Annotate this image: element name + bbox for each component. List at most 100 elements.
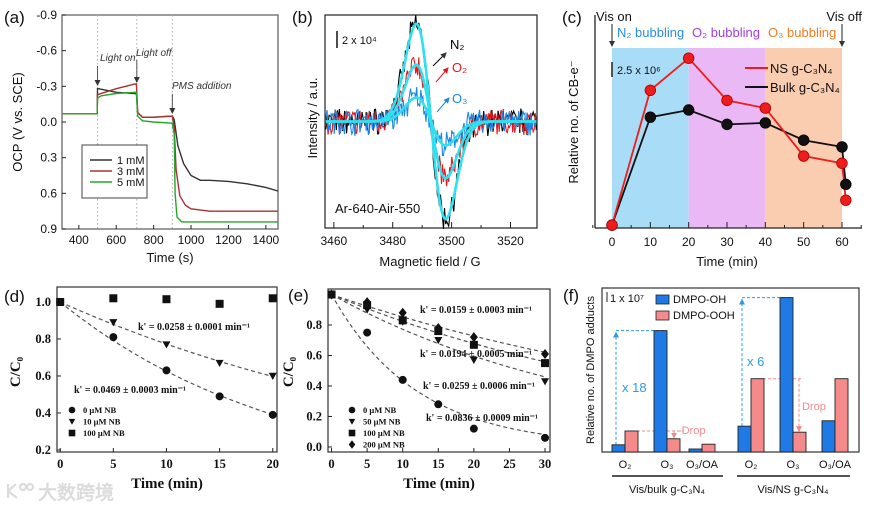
panel-label: (c) [562,8,582,27]
data-point [469,356,478,365]
y-tick-label: 0.6 [35,369,51,383]
legend-label: 200 μM NB [363,440,405,450]
y-tick-label: -0.6 [36,44,57,58]
scale-bar-label: 2 x 10⁴ [342,35,377,47]
legend-label: Bulk g-C₃N₄ [770,80,840,95]
x-tick-label: 400 [69,233,89,247]
watermark: 大数跨境 [6,481,114,504]
data-point [541,433,550,442]
category-label: O₃/OA [686,459,719,471]
bar-dmpo-oh [737,425,752,453]
data-point [109,333,118,342]
data-point [644,111,657,123]
data-point [109,319,118,327]
legend-label: DMPO-OOH [673,310,735,322]
legend-label: DMPO-OH [673,294,726,306]
sample-label: Ar-640-Air-550 [335,201,420,216]
rate-constant-label: k' = 0.0469 ± 0.0003 min⁻¹ [74,385,186,396]
x-tick-label: 20 [468,457,481,471]
legend-label: 5 mM [117,177,145,189]
x-tick-label: 40 [759,235,773,249]
watermark-logo-icon [6,482,35,499]
data-point [162,341,171,349]
legend-marker [348,429,356,437]
fit-curve-2 [325,96,537,147]
group-label: Vis/NS g-C₃N₄ [757,484,829,496]
legend-label: 0 μM NB [363,405,396,415]
data-point [836,157,848,169]
x-tick-label: 20 [682,235,696,249]
x-tick-label: 10 [160,457,173,471]
y-axis-label: Relative no. of DMPO adducts [585,296,597,444]
region-1 [688,48,766,228]
series-arrow [435,67,449,83]
y-tick-label: 0.6 [306,348,322,362]
plot-frame [324,14,538,229]
bar-dmpo-oh [779,297,794,453]
region-label: N₂ bubbling [617,25,684,40]
panel-label: (b) [292,8,313,27]
series-line-0 [611,109,847,226]
data-point [682,52,695,64]
x-tick-label: 20 [266,457,279,471]
x-tick-label: 3520 [497,234,524,248]
panel-d: 0 5 10 15 20 0.2 0.4 0.6 0.8 1.0 0 μM NB k' = 0.046… [4,286,279,492]
series-arrow [432,52,447,67]
x-tick-label: 5 [364,457,370,471]
rate-constant-label: k' = 0.0836 ± 0.0009 min⁻¹ [426,413,538,424]
vis-off-label: Vis off [826,9,862,24]
series-line-1 [62,83,278,212]
x-tick-label: 0 [57,457,63,471]
x-tick-label: 10 [396,457,409,471]
legend-marker [68,406,76,414]
ratio-label: x 6 [747,354,764,369]
x-axis-label: Time (s) [146,250,193,265]
data-point [434,400,443,409]
legend-marker [68,418,76,425]
rate-constant-label: k' = 0.0258 ± 0.0001 min⁻¹ [138,322,250,333]
data-point [606,219,618,231]
data-point [840,194,852,206]
bar-dmpo-ooh [750,378,765,453]
x-tick-label: 600 [106,233,126,247]
legend-label: 1 mM [117,155,145,167]
y-tick-label: 0.3 [40,151,57,165]
data-point [541,348,550,359]
series-line-2 [62,91,278,223]
bar-dmpo-ooh [834,378,849,453]
x-axis-label: Time (min) [403,476,475,492]
panel-f: x 18 x 6 -Drop Drop O₂ O₃ O₃/OA O₂ O₃ O₃/OA Vis/bu… [563,286,860,496]
watermark-text: 大数跨境 [38,481,114,504]
data-point [434,323,443,334]
x-tick-label: 30 [539,457,552,471]
x-tick-label: 15 [432,457,445,471]
drop-label: -Drop [678,425,706,437]
y-axis-label: OCP (V vs. SCE) [10,72,25,171]
data-point [398,375,407,384]
legend-swatch [655,294,670,305]
legend-marker [68,429,76,437]
scale-bar-label: 2.5 x 10⁶ [617,65,661,77]
data-point [215,299,224,308]
x-tick-label: 15 [213,457,226,471]
category-label: O₃/OA [819,459,852,471]
data-point [398,316,407,325]
panel-b: 3460 3480 3500 3520 2 x 10⁴ N₂ O₂ O₃ Ar-640-Air-… [292,8,538,269]
data-point [56,297,65,306]
bar-dmpo-ooh [666,438,681,453]
bar-dmpo-ooh [624,430,639,453]
data-point [215,359,224,368]
bar-dmpo-oh [653,330,668,453]
region-label: O₃ bubbling [768,25,836,40]
y-axis-label: C/C₀ [8,356,24,387]
x-tick-label: 10 [644,235,658,249]
x-tick-label: 5 [110,457,116,471]
data-point [759,102,772,114]
legend-label: 0 μM NB [83,405,116,415]
bar-dmpo-ooh [701,443,716,453]
x-tick-label: 1400 [252,233,279,247]
y-tick-label: 0.0 [306,440,322,454]
series-line-1 [611,56,847,226]
category-label: O₂ [745,459,758,471]
data-point [469,424,478,433]
